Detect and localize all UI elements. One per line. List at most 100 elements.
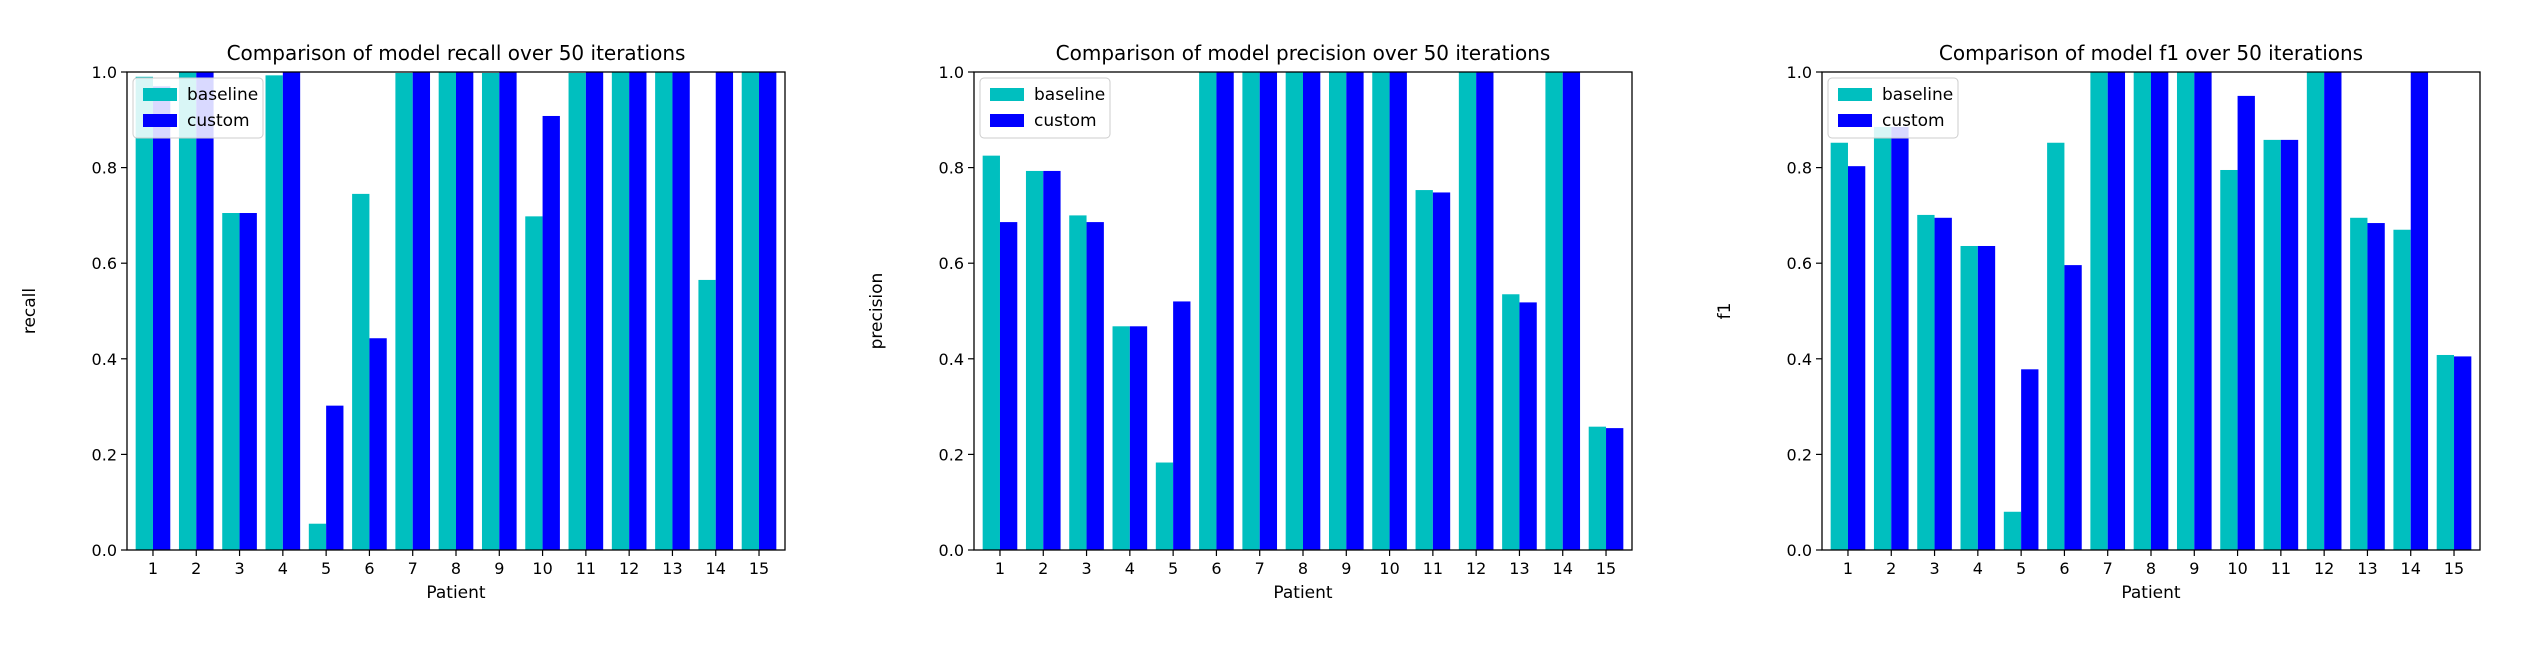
bar-custom-patient-10 (2237, 95, 2255, 551)
bar-custom-patient-8 (1303, 72, 1321, 550)
y-tick-label: 0.2 (1787, 445, 1812, 464)
x-tick-label: 6 (364, 559, 374, 578)
bar-baseline-patient-5 (2003, 511, 2022, 550)
bar-baseline-patient-13 (2350, 217, 2368, 551)
bar-baseline-patient-15 (2436, 354, 2455, 550)
x-tick-label: 10 (532, 559, 552, 578)
legend-label-custom: custom (1034, 111, 1097, 131)
bar-custom-patient-14 (2410, 72, 2429, 550)
bar-baseline-patient-10 (1372, 72, 1390, 550)
y-tick-label: 1.0 (92, 63, 117, 82)
x-tick-label: 12 (619, 559, 639, 578)
y-tick-label: 0.4 (92, 350, 117, 369)
x-tick-label: 14 (706, 559, 726, 578)
x-tick-label: 9 (2189, 559, 2199, 578)
bar-baseline-patient-13 (655, 72, 673, 550)
y-tick-label: 0.6 (939, 254, 964, 273)
x-tick-label: 4 (278, 559, 288, 578)
bar-baseline-patient-1 (1830, 142, 1848, 550)
legend-swatch-baseline (990, 88, 1024, 101)
legend-swatch-baseline (143, 88, 177, 101)
y-tick-label: 0.0 (92, 541, 117, 560)
bar-custom-patient-8 (2151, 72, 2169, 550)
bar-custom-patient-2 (196, 72, 214, 550)
bar-baseline-patient-14 (2393, 229, 2411, 551)
bar-baseline-patient-14 (698, 279, 716, 550)
y-tick-label: 0.0 (939, 541, 964, 560)
bar-custom-patient-12 (2324, 72, 2342, 550)
bar-custom-patient-4 (1977, 245, 1996, 550)
x-tick-label: 2 (191, 559, 201, 578)
bar-custom-patient-5 (2021, 369, 2039, 550)
bar-custom-patient-7 (412, 72, 431, 550)
x-tick-label: 5 (321, 559, 331, 578)
bar-custom-patient-2 (1043, 170, 1061, 551)
bar-custom-patient-3 (239, 213, 257, 550)
x-tick-label: 6 (2059, 559, 2069, 578)
x-tick-label: 2 (1886, 559, 1896, 578)
x-tick-label: 12 (1466, 559, 1486, 578)
x-axis-label: Patient (1273, 583, 1333, 603)
x-tick-label: 11 (576, 559, 596, 578)
x-tick-label: 13 (662, 559, 682, 578)
x-tick-label: 1 (995, 559, 1005, 578)
bar-custom-patient-10 (1389, 72, 1407, 550)
x-tick-label: 8 (451, 559, 461, 578)
x-tick-label: 15 (1596, 559, 1616, 578)
bar-baseline-patient-7 (2090, 72, 2108, 550)
bar-baseline-patient-13 (1502, 294, 1520, 550)
bar-baseline-patient-6 (352, 193, 370, 550)
bar-baseline-patient-10 (2220, 169, 2238, 551)
y-axis-label: precision (867, 273, 887, 350)
y-axis-label: f1 (1715, 303, 1735, 320)
bar-custom-patient-11 (585, 72, 604, 550)
x-tick-label: 9 (1341, 559, 1351, 578)
x-tick-label: 11 (1423, 559, 1443, 578)
bar-baseline-patient-11 (568, 72, 586, 551)
x-tick-label: 8 (1298, 559, 1308, 578)
x-tick-label: 15 (2444, 559, 2464, 578)
x-tick-label: 7 (408, 559, 418, 578)
y-tick-label: 1.0 (939, 63, 964, 82)
x-tick-label: 1 (148, 559, 158, 578)
bar-custom-patient-11 (2280, 139, 2299, 550)
bar-baseline-patient-4 (1112, 326, 1130, 550)
legend-swatch-custom (1838, 114, 1872, 127)
legend-label-custom: custom (1882, 111, 1945, 131)
bar-custom-patient-15 (2454, 356, 2472, 550)
y-tick-label: 0.0 (1787, 541, 1812, 560)
bar-baseline-patient-12 (2306, 72, 2325, 550)
bar-baseline-patient-1 (135, 76, 153, 550)
y-tick-label: 0.6 (92, 254, 117, 273)
bar-baseline-patient-12 (1458, 72, 1477, 550)
x-tick-label: 15 (749, 559, 769, 578)
x-tick-label: 12 (2314, 559, 2334, 578)
chart-panel-2: 1 2 3 4 5 6 7 8 9 10 11 12 13 14 150.00.20.40.60.81.0C… (867, 41, 1633, 603)
bar-custom-patient-13 (672, 72, 690, 550)
x-tick-label: 14 (1553, 559, 1573, 578)
chart-title: Comparison of model f1 over 50 iteration… (1939, 41, 2363, 65)
chart-title: Comparison of model precision over 50 it… (1056, 41, 1551, 65)
x-axis-label: Patient (426, 583, 486, 603)
y-tick-label: 0.4 (939, 350, 964, 369)
chart-title: Comparison of model recall over 50 itera… (227, 41, 686, 65)
bar-custom-patient-9 (2194, 72, 2212, 550)
bar-baseline-patient-2 (1025, 170, 1044, 551)
bar-baseline-patient-12 (611, 72, 630, 550)
x-tick-label: 5 (1168, 559, 1178, 578)
bar-custom-patient-5 (1173, 301, 1191, 550)
x-tick-label: 4 (1125, 559, 1135, 578)
y-tick-label: 0.2 (939, 445, 964, 464)
bar-baseline-patient-7 (1242, 72, 1260, 550)
bar-custom-patient-15 (759, 72, 777, 550)
x-tick-label: 8 (2146, 559, 2156, 578)
x-tick-label: 13 (1509, 559, 1529, 578)
bar-baseline-patient-4 (1960, 245, 1978, 550)
bar-baseline-patient-7 (395, 72, 413, 551)
y-tick-label: 1.0 (1787, 63, 1812, 82)
bar-custom-patient-11 (1432, 192, 1451, 550)
x-tick-label: 5 (2016, 559, 2026, 578)
legend-label-baseline: baseline (1882, 85, 1953, 105)
x-tick-label: 13 (2357, 559, 2377, 578)
